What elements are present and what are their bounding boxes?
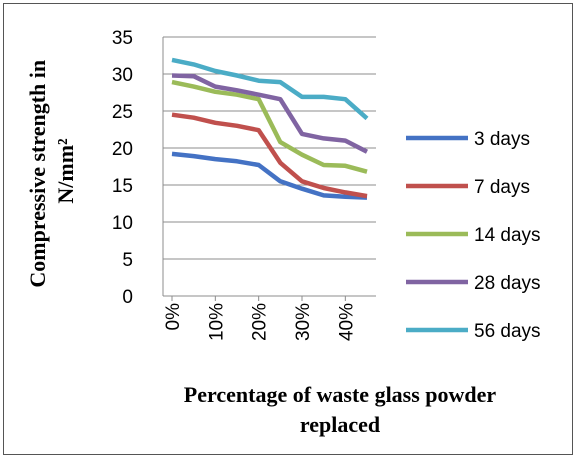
y-tick-label: 20: [112, 139, 133, 160]
series-line-56-days: [171, 57, 369, 121]
legend-label-7-days: 7 days: [474, 177, 530, 198]
y-tick-label: 5: [122, 250, 133, 271]
series-line-3-days: [171, 151, 368, 200]
legend-label-14-days: 14 days: [474, 225, 541, 246]
legend: 3 days 7 days 14 days 28 days 56 days: [406, 129, 541, 342]
y-axis-title-line-2: N/mm²: [53, 138, 78, 204]
y-axis-ticks: 0 5 10 15 20 25 30 35: [112, 28, 133, 308]
x-tick-label: 20%: [250, 303, 271, 341]
y-tick-label: 25: [112, 102, 133, 123]
y-tick-label: 10: [112, 213, 133, 234]
y-tick-label: 35: [112, 28, 133, 49]
legend-label-56-days: 56 days: [474, 321, 541, 342]
x-tick-label: 0%: [163, 303, 184, 331]
series-line-7-days: [171, 112, 368, 199]
legend-label-28-days: 28 days: [474, 273, 541, 294]
series-lines: [171, 57, 369, 200]
series-line-14-days: [171, 79, 368, 174]
x-axis-title-line-2: replaced: [300, 412, 380, 437]
legend-label-3-days: 3 days: [474, 129, 530, 150]
x-tick-label: 30%: [293, 303, 314, 341]
y-tick-label: 30: [112, 65, 133, 86]
x-tick-label: 40%: [336, 303, 357, 341]
x-axis-title-line-1: Percentage of waste glass powder: [184, 382, 497, 407]
y-axis-title-line-1: Compressive strength in: [25, 60, 50, 288]
grid-lines: [162, 36, 376, 297]
y-axis-title: Compressive strength in N/mm²: [25, 54, 78, 287]
y-tick-label: 0: [122, 287, 133, 308]
x-axis-ticks: 0% 10% 20% 30% 40%: [163, 296, 357, 341]
chart-frame: [3, 3, 573, 455]
x-tick-label: 10%: [206, 303, 227, 341]
series-line-28-days: [171, 73, 369, 154]
y-tick-label: 15: [112, 176, 133, 197]
